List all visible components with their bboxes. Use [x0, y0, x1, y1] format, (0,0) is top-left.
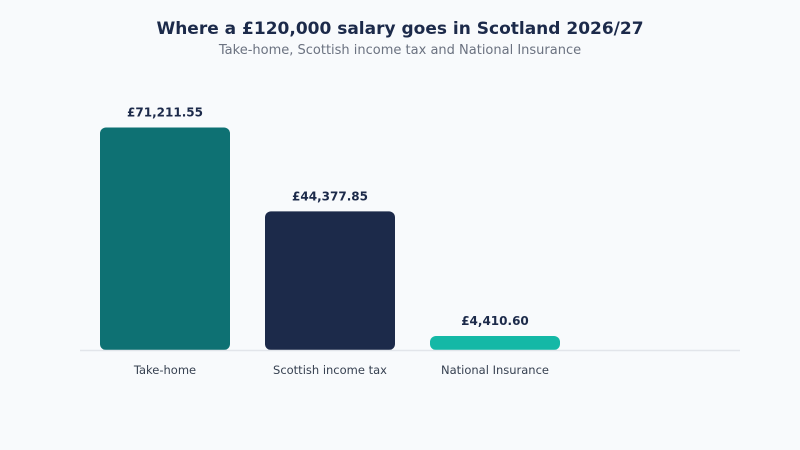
bar-value-label: £71,211.55: [127, 105, 203, 119]
bar-value-label: £4,410.60: [461, 314, 529, 328]
x-tick-label: Scottish income tax: [273, 363, 387, 377]
bar-take-home: [100, 127, 230, 351]
chart-title: Where a £120,000 salary goes in Scotland…: [156, 19, 644, 39]
x-tick-label: National Insurance: [441, 363, 549, 377]
labels-layer: £71,211.55 Take-home £44,377.85 Scottish in…: [127, 105, 549, 377]
bar-value-label: £44,377.85: [292, 189, 368, 203]
bar-scottish-income-tax: [265, 211, 395, 350]
chart-subtitle: Take-home, Scottish income tax and Natio…: [218, 43, 582, 58]
bar-national-insurance: [430, 336, 560, 350]
bars-layer: [100, 127, 560, 351]
x-tick-label: Take-home: [133, 363, 196, 377]
